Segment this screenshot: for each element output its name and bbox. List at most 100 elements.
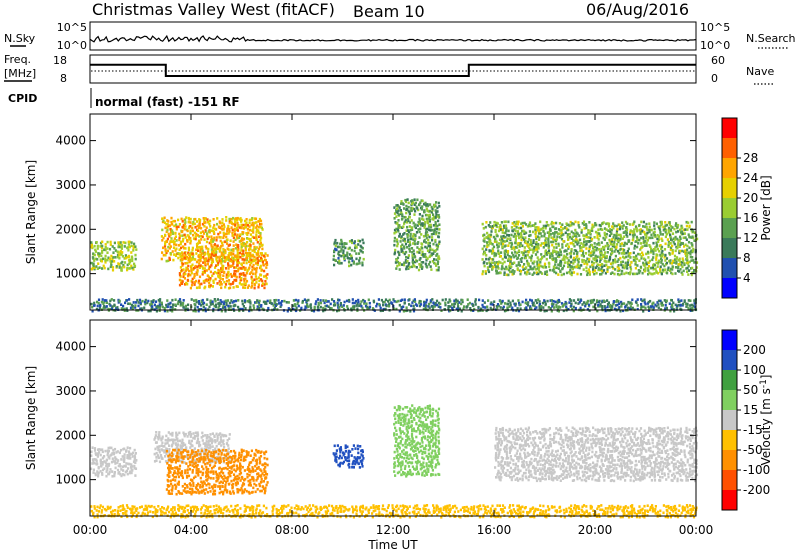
heatmap-cell	[210, 248, 213, 251]
heatmap-cell	[257, 259, 260, 262]
heatmap-cell	[656, 254, 659, 257]
heatmap-cell	[589, 299, 592, 303]
heatmap-cell	[538, 238, 541, 241]
heatmap-cell	[191, 489, 194, 492]
heatmap-cell	[201, 222, 204, 226]
heatmap-cell	[253, 255, 256, 259]
heatmap-cell	[647, 272, 650, 276]
heatmap-cell	[558, 253, 561, 257]
heatmap-cell	[600, 257, 603, 260]
heatmap-cell	[215, 271, 219, 275]
heatmap-cell	[101, 448, 104, 451]
heatmap-cell	[108, 302, 111, 306]
heatmap-cell	[217, 452, 220, 456]
heatmap-cell	[649, 299, 652, 303]
heatmap-cell	[189, 442, 192, 445]
heatmap-cell	[152, 300, 155, 304]
heatmap-cell	[510, 255, 513, 259]
heatmap-cell	[414, 201, 417, 205]
heatmap-cell	[255, 262, 258, 265]
heatmap-cell	[202, 261, 205, 264]
heatmap-cell	[430, 233, 433, 236]
heatmap-cell	[181, 225, 184, 229]
heatmap-cell	[493, 224, 496, 227]
heatmap-cell	[494, 254, 497, 257]
heatmap-cell	[570, 230, 573, 234]
heatmap-cell	[194, 235, 197, 239]
heatmap-cell	[628, 223, 632, 226]
heatmap-cell	[224, 251, 227, 255]
heatmap-cell	[196, 488, 200, 492]
heatmap-cell	[599, 251, 602, 254]
heatmap-cell	[575, 235, 578, 238]
heatmap-cell	[273, 301, 276, 305]
heatmap-cell	[438, 216, 441, 219]
heatmap-cell	[178, 453, 181, 456]
heatmap-cell	[633, 233, 636, 237]
heatmap-cell	[396, 228, 400, 231]
heatmap-cell	[239, 251, 242, 255]
heatmap-cell	[659, 308, 663, 311]
heatmap-cell	[112, 451, 115, 455]
heatmap-cell	[164, 248, 167, 251]
heatmap-cell	[495, 223, 498, 227]
heatmap-cell	[258, 217, 261, 221]
heatmap-cell	[197, 482, 200, 486]
heatmap-cell	[245, 279, 249, 283]
heatmap-cell	[644, 240, 647, 243]
heatmap-cell	[99, 470, 102, 473]
noise-high-label-left: 10^5	[57, 21, 87, 34]
heatmap-cell	[177, 455, 180, 459]
heatmap-cell	[637, 242, 640, 245]
heatmap-cell	[407, 238, 410, 242]
heatmap-cell	[157, 454, 160, 457]
heatmap-cell	[242, 227, 245, 230]
heatmap-cell	[501, 307, 505, 310]
heatmap-cell	[525, 223, 528, 226]
heatmap-cell	[643, 301, 646, 304]
heatmap-cell	[218, 235, 221, 239]
heatmap-cell	[95, 265, 98, 268]
heatmap-cell	[594, 266, 597, 269]
heatmap-cell	[128, 245, 131, 249]
heatmap-cell	[209, 303, 212, 306]
heatmap-cell	[622, 255, 625, 259]
heatmap-cell	[129, 306, 133, 310]
heatmap-cell	[239, 233, 242, 236]
heatmap-cell	[678, 228, 682, 232]
heatmap-cell	[610, 247, 613, 251]
heatmap-cell	[278, 302, 281, 305]
heatmap-cell	[92, 468, 95, 472]
heatmap-cell	[432, 224, 435, 227]
heatmap-cell	[626, 306, 630, 310]
heatmap-cell	[662, 228, 665, 232]
heatmap-cell	[364, 304, 368, 308]
heatmap-cell	[437, 219, 440, 223]
heatmap-cell	[209, 284, 212, 287]
heatmap-cell	[219, 259, 222, 262]
heatmap-cell	[176, 451, 179, 455]
heatmap-cell	[201, 249, 204, 253]
heatmap-cell	[346, 256, 349, 259]
heatmap-cell	[672, 237, 675, 240]
heatmap-cell	[204, 217, 207, 220]
heatmap-cell	[522, 229, 525, 233]
heatmap-cell	[540, 253, 543, 256]
heatmap-cell	[397, 229, 400, 233]
heatmap-cell	[232, 236, 235, 240]
heatmap-cell	[491, 252, 494, 255]
heatmap-cell	[209, 476, 212, 480]
heatmap-cell	[182, 455, 185, 459]
heatmap-cell	[96, 454, 99, 457]
heatmap-cell	[204, 285, 207, 289]
heatmap-cell	[524, 301, 527, 305]
heatmap-cell	[393, 243, 396, 247]
heatmap-cell	[401, 217, 404, 220]
heatmap-cell	[234, 273, 237, 276]
heatmap-cell	[652, 306, 655, 309]
heatmap-cell	[175, 485, 178, 488]
heatmap-cell	[428, 215, 431, 218]
heatmap-cell	[524, 239, 527, 243]
heatmap-cell	[568, 270, 571, 274]
heatmap-cell	[155, 451, 158, 455]
